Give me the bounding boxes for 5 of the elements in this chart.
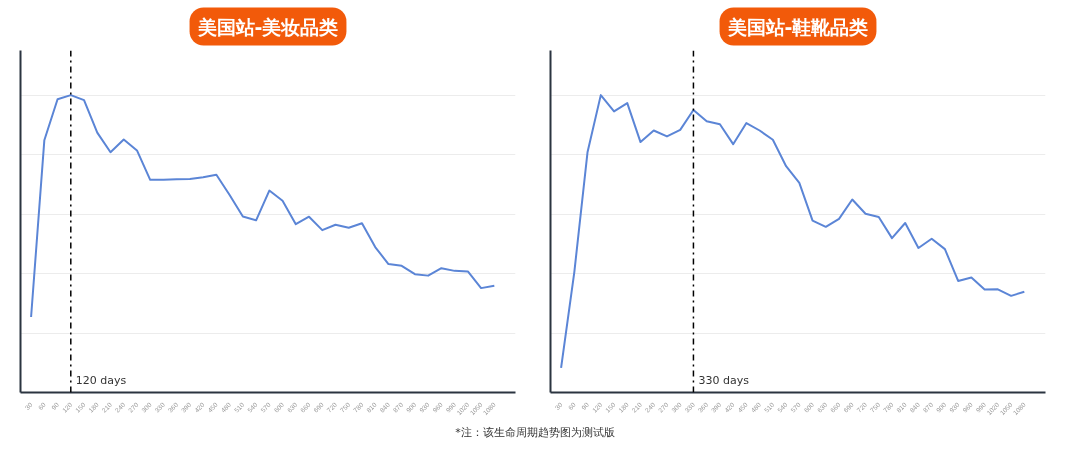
- ref-line-label: 330 days: [698, 373, 750, 387]
- ref-line-label: 120 days: [75, 373, 127, 387]
- chart-title: 美国站-鞋靴品类: [726, 15, 869, 38]
- chart-title: 美国站-美妆品类: [196, 15, 339, 38]
- text: *注：该生命周期趋势图为测试版: [455, 425, 615, 441]
